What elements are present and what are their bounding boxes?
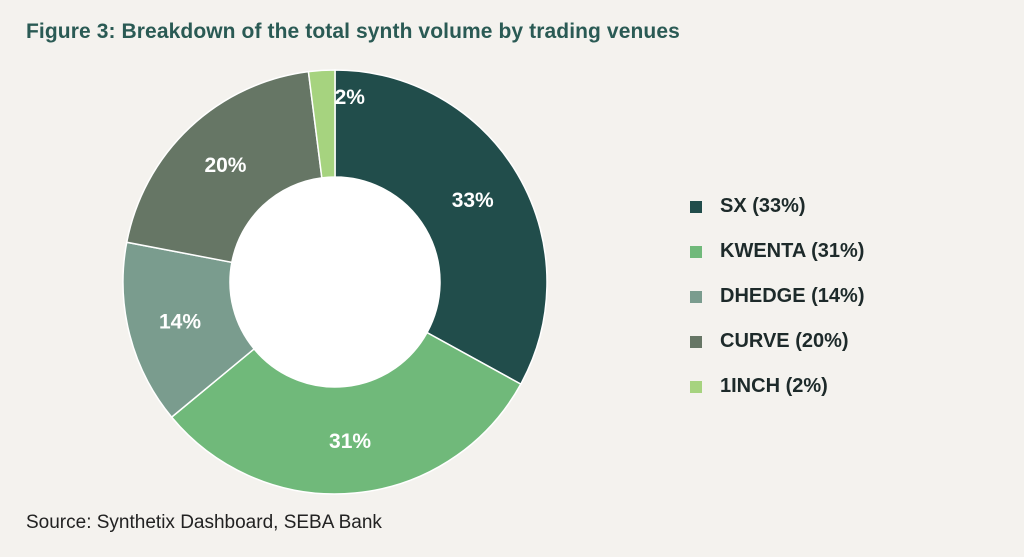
slice-curve [125, 70, 323, 264]
slice-label-1inch: 2% [335, 86, 366, 109]
legend-label: KWENTA (31%) [720, 240, 865, 262]
source-note: Source: Synthetix Dashboard, SEBA Bank [26, 512, 382, 533]
slice-sx [334, 69, 548, 386]
slice-dhedge [122, 241, 256, 419]
legend-swatch [690, 335, 702, 348]
legend-label: DHEDGE (14%) [720, 285, 865, 307]
chart-title: Figure 3: Breakdown of the total synth v… [26, 20, 680, 43]
legend-item-curve: CURVE (20%) [690, 319, 864, 364]
slice-1inch [307, 69, 336, 179]
slice-label-kwenta: 31% [329, 430, 371, 453]
legend-swatch [690, 200, 702, 213]
legend-item-1inch: 1INCH (2%) [690, 364, 864, 409]
slice-label-curve: 20% [204, 154, 246, 177]
legend-item-sx: SX (33%) [690, 184, 864, 229]
legend-label: CURVE (20%) [720, 330, 849, 352]
slice-kwenta [170, 331, 522, 495]
legend-swatch [690, 380, 702, 393]
legend-label: SX (33%) [720, 195, 806, 217]
legend-label: 1INCH (2%) [720, 375, 828, 397]
donut-hole [230, 177, 440, 387]
legend-swatch [690, 290, 702, 303]
slice-label-sx: 33% [452, 189, 494, 212]
legend-item-dhedge: DHEDGE (14%) [690, 274, 864, 319]
legend-swatch [690, 245, 702, 258]
legend-item-kwenta: KWENTA (31%) [690, 229, 864, 274]
slice-label-dhedge: 14% [159, 310, 201, 333]
chart-legend: SX (33%) KWENTA (31%) DHEDGE (14%) CURVE (2… [690, 184, 864, 409]
